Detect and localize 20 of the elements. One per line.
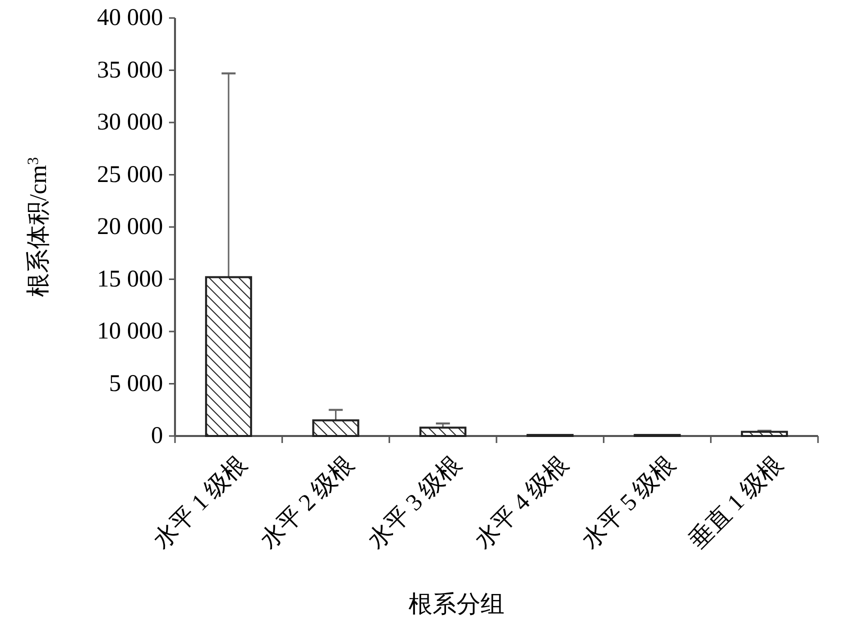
y-tick-label: 35 000 <box>97 57 163 84</box>
x-tick-label: 水平 2 级根 <box>256 451 360 554</box>
x-tick-label: 水平 3 级根 <box>363 451 466 554</box>
y-tick-label: 40 000 <box>97 5 163 31</box>
x-tick-label: 水平 1 级根 <box>148 451 252 554</box>
y-tick-label: 10 000 <box>97 318 163 344</box>
x-axis-title: 根系分组 <box>408 592 504 618</box>
y-tick-label: 30 000 <box>97 110 163 136</box>
bar <box>205 276 252 437</box>
bar <box>419 426 466 437</box>
x-tick-label: 水平 5 级根 <box>578 451 681 554</box>
bar <box>312 419 360 437</box>
x-tick-label: 水平 4 级根 <box>470 451 574 554</box>
bar <box>740 430 788 437</box>
y-tick-label: 0 <box>151 423 163 449</box>
y-tick-label: 15 000 <box>97 266 163 292</box>
x-tick-label: 垂直 1 级根 <box>684 451 788 554</box>
y-tick-label: 20 000 <box>97 214 163 240</box>
y-tick-label: 5 000 <box>109 370 163 397</box>
y-tick-label: 25 000 <box>97 162 163 188</box>
